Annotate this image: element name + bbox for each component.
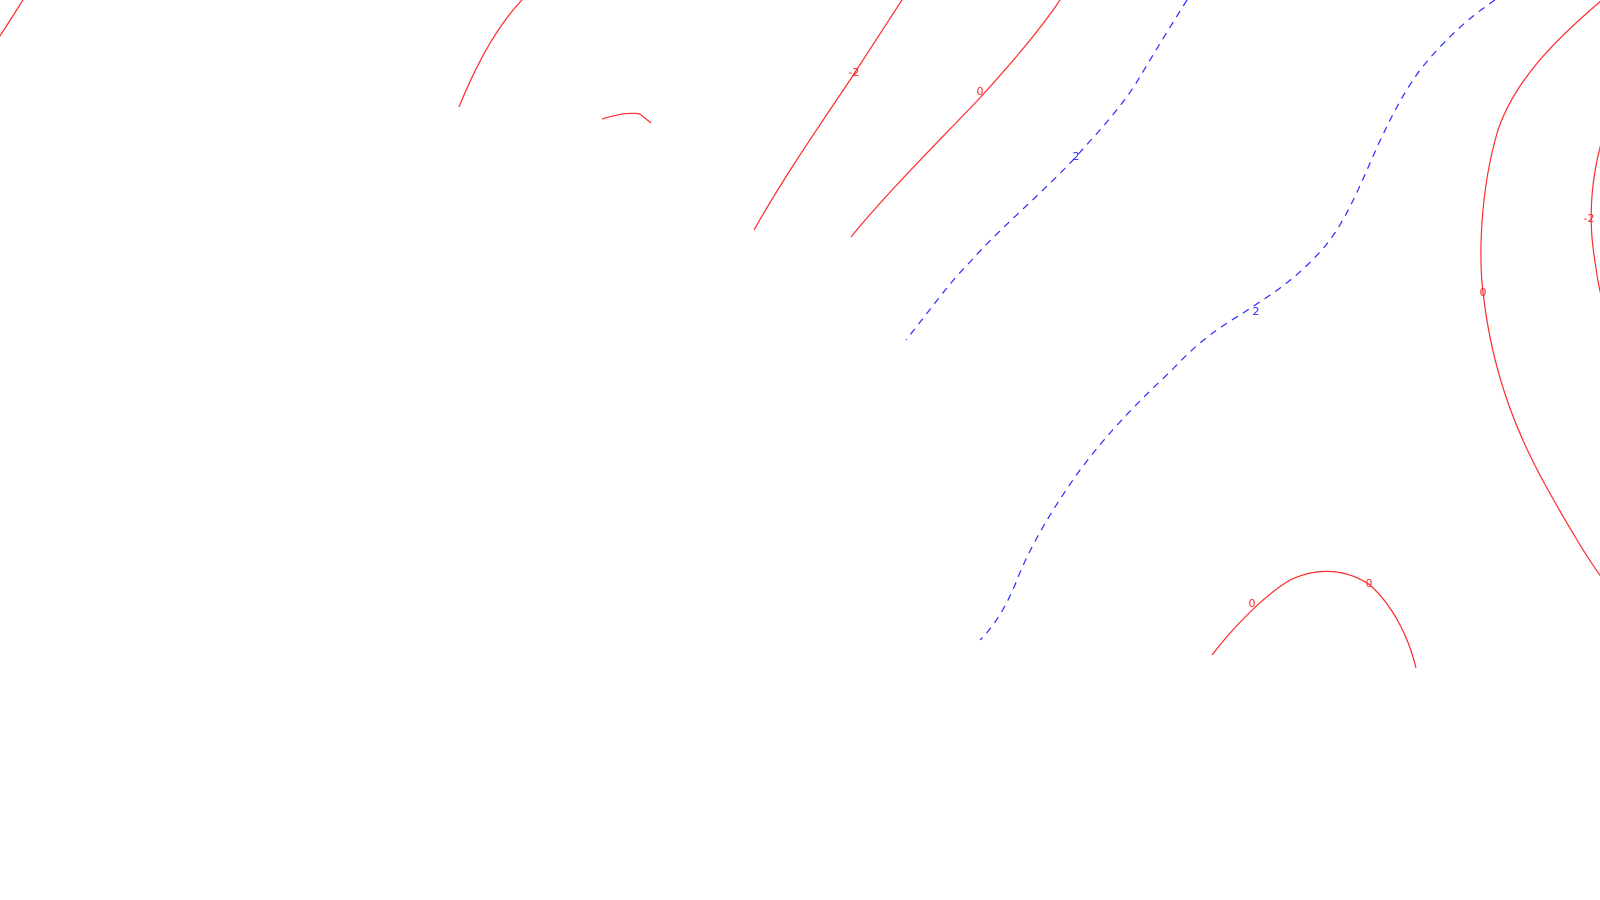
contour-line-upper-left (458, 0, 523, 108)
contour-label: 0 (1480, 286, 1487, 299)
contour-line-two-upper (905, 0, 1188, 341)
contour-label: 2 (1073, 150, 1080, 163)
contour-line-zero-bottom-hill (1211, 570, 1417, 669)
contour-line-minus-2-center (753, 0, 903, 231)
contour-line-zero-right (1480, 0, 1600, 577)
contour-label: -2 (1584, 212, 1595, 225)
contour-line-minus-2-right-edge (1590, 145, 1600, 294)
contour-label: 0 (1366, 577, 1373, 590)
contour-label: -2 (849, 66, 860, 79)
contour-line-zero-center (850, 0, 1061, 238)
contour-line-small-arc (601, 112, 652, 124)
contour-label: 0 (977, 85, 984, 98)
contour-line-top-left-edge (0, 0, 24, 37)
contour-line-two-lower (979, 0, 1496, 641)
contour-label: 0 (1249, 597, 1256, 610)
contour-label: 2 (1253, 305, 1260, 318)
